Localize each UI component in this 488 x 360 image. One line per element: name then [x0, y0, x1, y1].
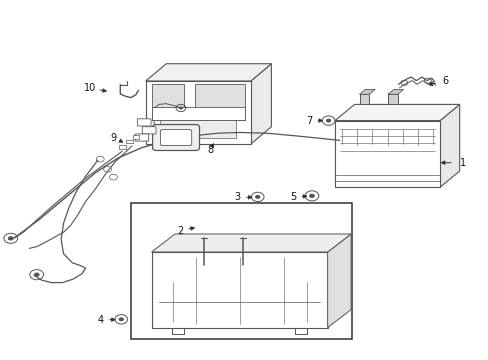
Bar [151, 84, 183, 120]
Circle shape [34, 273, 40, 277]
Bar [131, 203, 351, 339]
Bar [132, 135, 139, 139]
Bar [119, 145, 125, 149]
Circle shape [119, 318, 123, 321]
Polygon shape [145, 64, 271, 81]
Polygon shape [359, 89, 374, 94]
Circle shape [325, 119, 330, 122]
Text: 4: 4 [97, 315, 103, 325]
Polygon shape [250, 64, 271, 144]
Bar [160, 120, 236, 138]
Text: 7: 7 [306, 116, 312, 126]
Bar [359, 94, 368, 104]
Polygon shape [327, 234, 350, 328]
Text: 8: 8 [207, 145, 213, 156]
Circle shape [255, 195, 260, 199]
Polygon shape [387, 89, 403, 94]
Text: 3: 3 [234, 192, 240, 202]
Bar [151, 252, 327, 328]
FancyBboxPatch shape [137, 119, 151, 126]
Circle shape [8, 236, 14, 240]
Circle shape [308, 194, 314, 198]
Text: 6: 6 [441, 76, 447, 86]
Text: 9: 9 [111, 132, 117, 143]
Circle shape [179, 107, 183, 109]
Text: 1: 1 [459, 158, 465, 168]
Text: 5: 5 [290, 192, 296, 202]
FancyBboxPatch shape [135, 134, 148, 141]
FancyBboxPatch shape [160, 130, 191, 145]
Bar [126, 140, 133, 143]
Polygon shape [334, 104, 459, 121]
Bar [387, 94, 397, 104]
FancyBboxPatch shape [152, 125, 199, 150]
Bar [151, 107, 244, 120]
Polygon shape [151, 234, 350, 252]
Bar [194, 84, 244, 120]
Text: 10: 10 [84, 83, 97, 93]
FancyBboxPatch shape [142, 127, 156, 134]
Polygon shape [439, 104, 459, 187]
Text: 2: 2 [177, 226, 183, 236]
Bar [145, 81, 250, 144]
Bar [334, 121, 439, 187]
